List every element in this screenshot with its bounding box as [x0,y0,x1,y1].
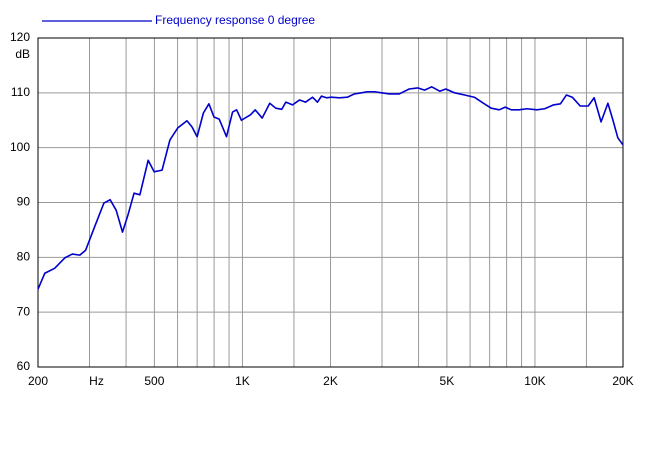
y-tick-label: 60 [17,359,31,373]
x-tick-label: 500 [144,374,164,388]
x-tick-label: Hz [89,374,104,388]
x-tick-label: 1K [235,374,250,388]
x-tick-label: 10K [524,374,545,388]
legend-label: Frequency response 0 degree [155,13,315,27]
y-tick-label: 80 [17,250,31,264]
y-tick-label: 110 [11,85,30,99]
y-tick-label: 90 [17,195,31,209]
x-tick-label: 5K [440,374,455,388]
y-unit-label: dB [15,47,30,61]
x-tick-label: 20K [612,374,633,388]
x-tick-label: 200 [28,374,48,388]
plot-frame [37,37,624,368]
y-tick-label: 70 [17,304,31,318]
response-line [37,86,624,290]
x-tick-label: 2K [323,374,338,388]
y-tick-label: 100 [10,140,30,154]
y-tick-label: 120 [10,30,30,44]
